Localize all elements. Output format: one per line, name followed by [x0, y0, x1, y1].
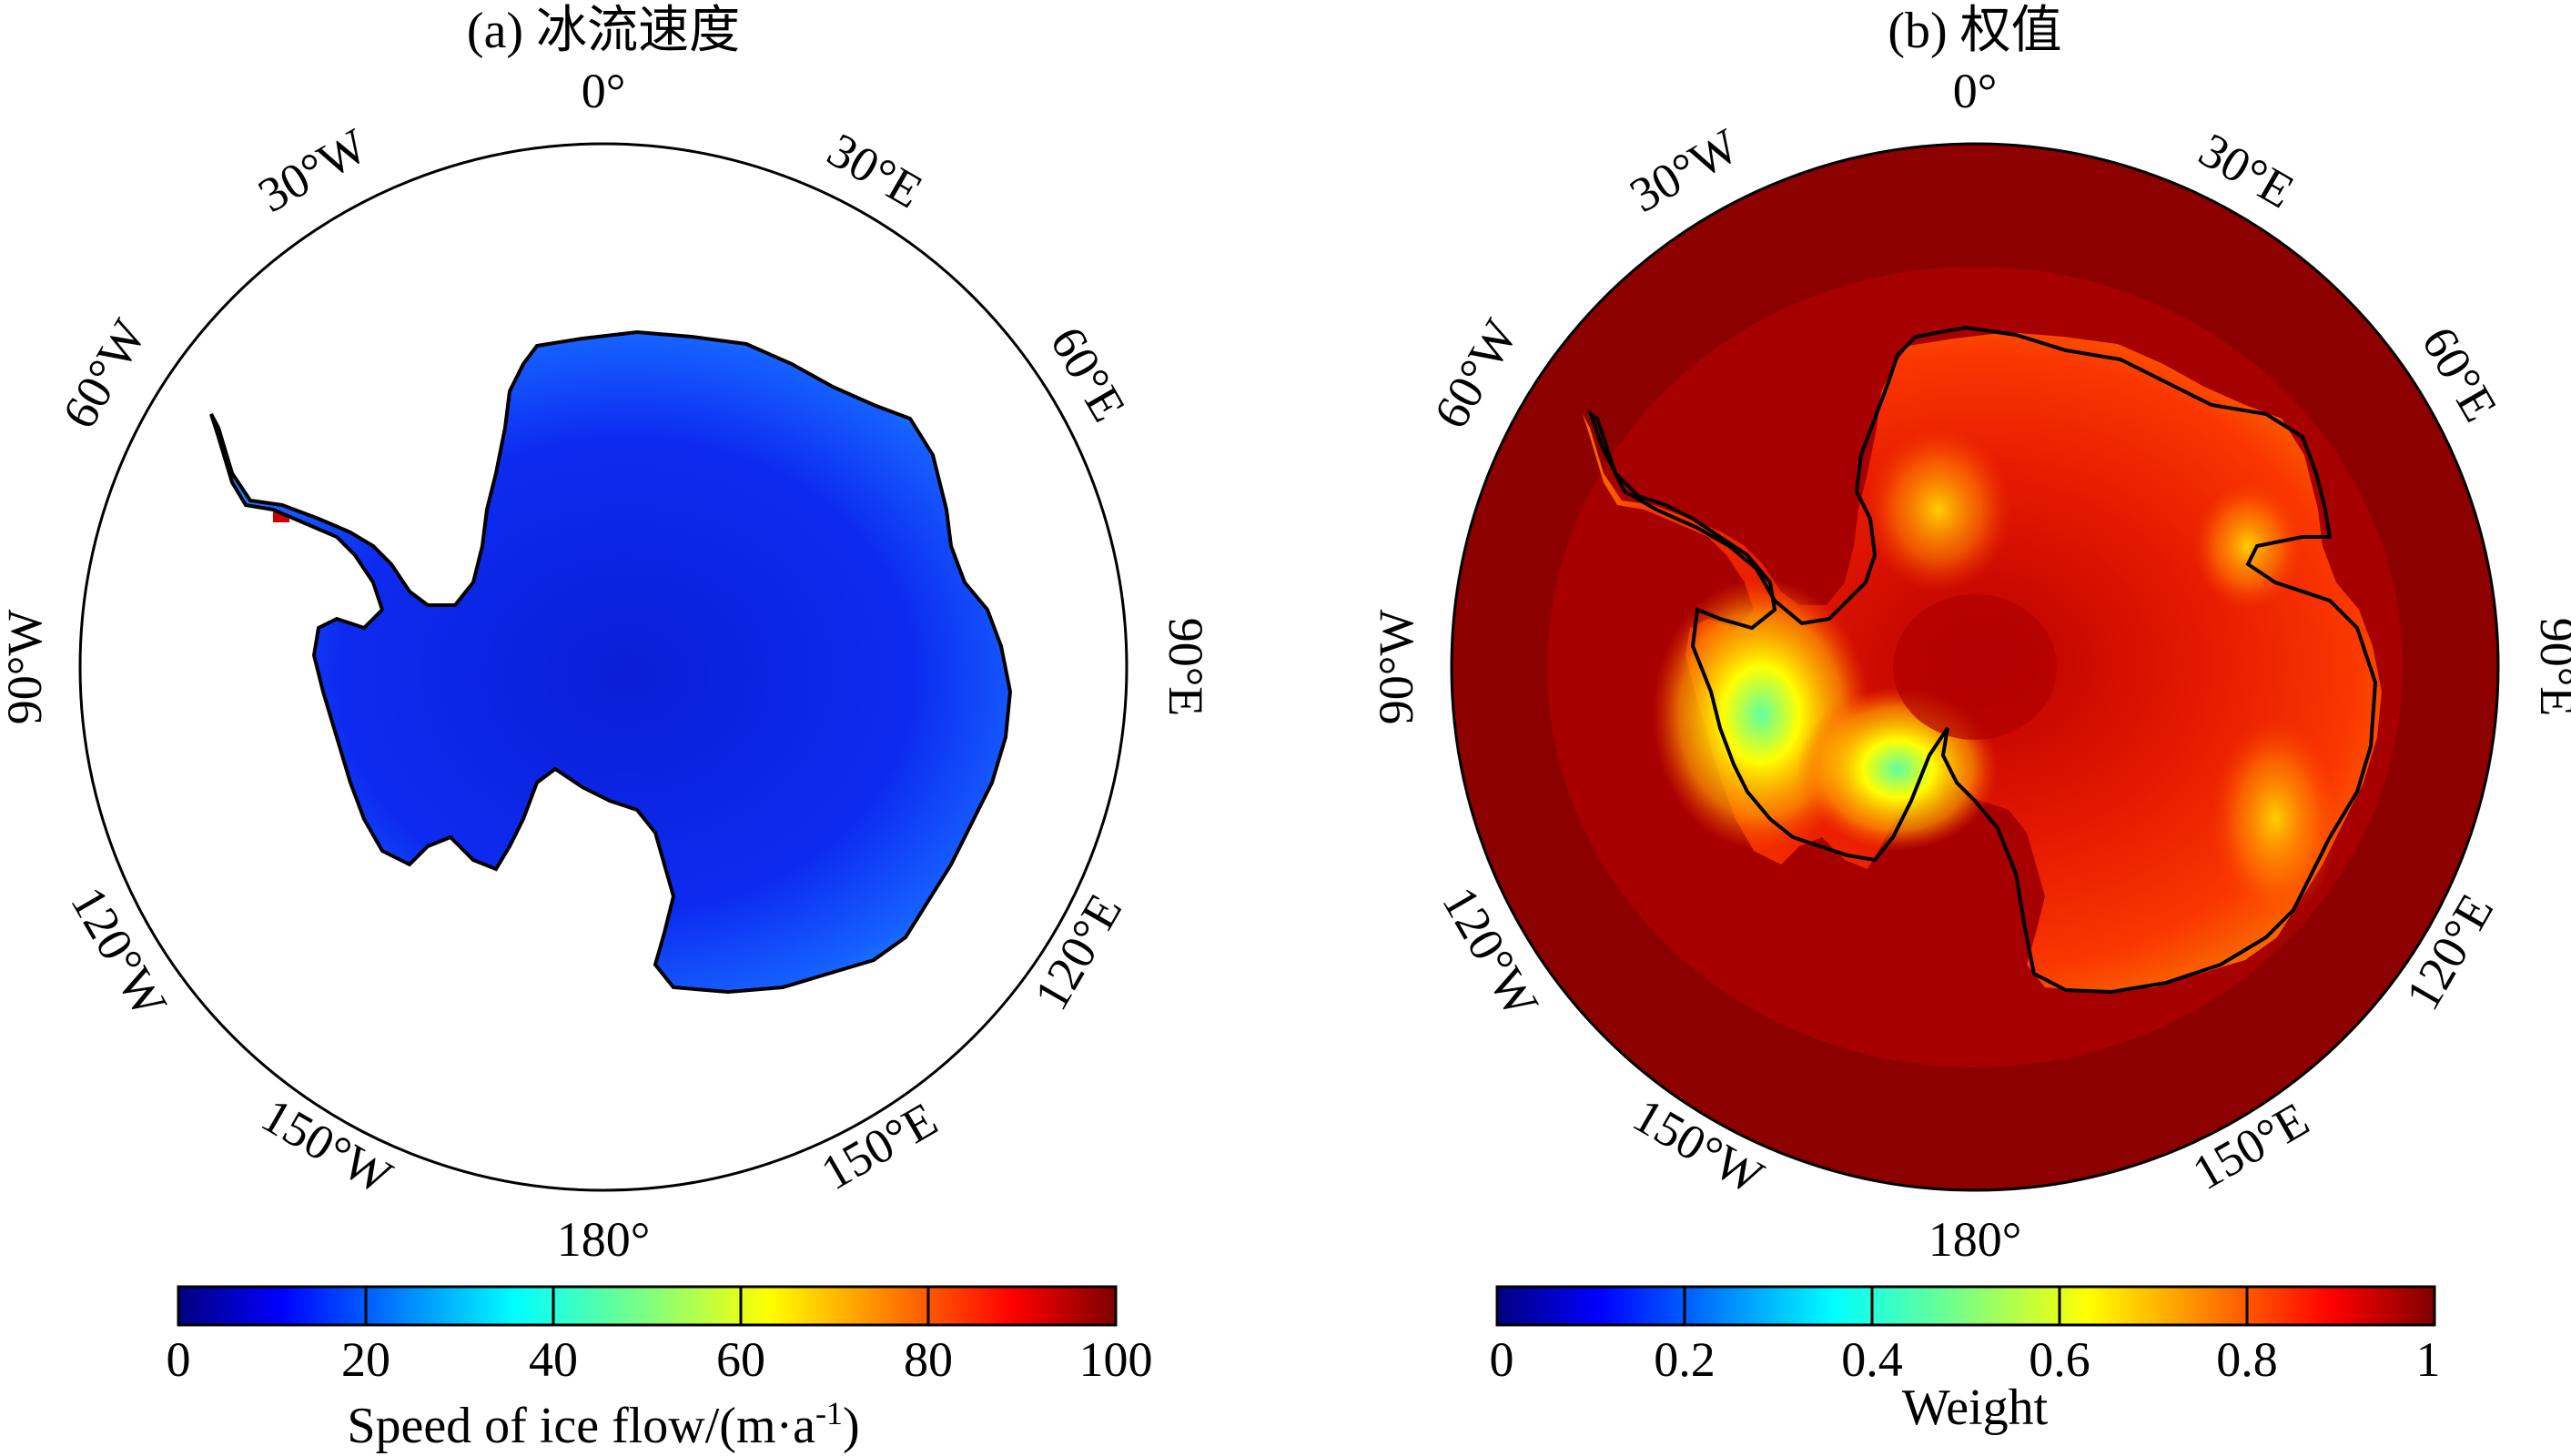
panel-ice-flow-speed: (a) 冰流速度	[0, 3, 1213, 1454]
panel-a-title: (a) 冰流速度	[467, 3, 740, 59]
lon-label-60w: 60°W	[1423, 310, 1528, 438]
lon-label-180: 180°	[557, 1212, 651, 1267]
lon-label-180: 180°	[1928, 1212, 2022, 1267]
panel-b-coastline	[1587, 325, 2378, 995]
colorbar-a-tick-20: 20	[341, 1332, 390, 1387]
colorbar-b-label: Weight	[1902, 1380, 2049, 1436]
lon-label-90w: 90°W	[0, 610, 52, 725]
colorbar-a-tick-80: 80	[904, 1332, 953, 1387]
colorbar-b-tick-0: 0	[1490, 1332, 1514, 1387]
panel-b-map-frame	[1450, 142, 2500, 1192]
colorbar-b-tick-0-4: 0.4	[1841, 1332, 1903, 1387]
lon-label-0: 0°	[1953, 64, 1998, 118]
colorbar-b-tick-0-2: 0.2	[1654, 1332, 1716, 1387]
lon-label-90e: 90°E	[2530, 618, 2571, 717]
colorbar-a-tick-40: 40	[529, 1332, 578, 1387]
colorbar-a-tick-60: 60	[716, 1332, 765, 1387]
colorbar-a-tick-0: 0	[167, 1332, 191, 1387]
panel-a-colorbar: 0 20 40 60 80 100 Speed of ice flow/(m·a…	[167, 1285, 1153, 1454]
panel-b-weight-field	[1452, 144, 2498, 1190]
lon-label-90e: 90°E	[1159, 618, 1213, 717]
colorbar-a-tick-100: 100	[1079, 1332, 1153, 1387]
panel-b-colorbar: 0 0.2 0.4 0.6 0.8 1 Weight	[1490, 1285, 2441, 1436]
panel-weight: (b) 权值 0° 30°E 60°E 90°E 120°E 150°E 180…	[1369, 3, 2571, 1436]
colorbar-a-label: Speed of ice flow/(m·a-1)	[347, 1395, 859, 1454]
lon-label-0: 0°	[582, 64, 626, 118]
colorbar-b-tick-0-8: 0.8	[2216, 1332, 2278, 1387]
colorbar-b-tick-1: 1	[2416, 1332, 2441, 1387]
panel-b-title: (b) 权值	[1888, 3, 2061, 59]
colorbar-b-tick-0-6: 0.6	[2029, 1332, 2090, 1387]
lon-label-90w: 90°W	[1369, 610, 1423, 725]
lon-label-60w: 60°W	[52, 310, 157, 438]
